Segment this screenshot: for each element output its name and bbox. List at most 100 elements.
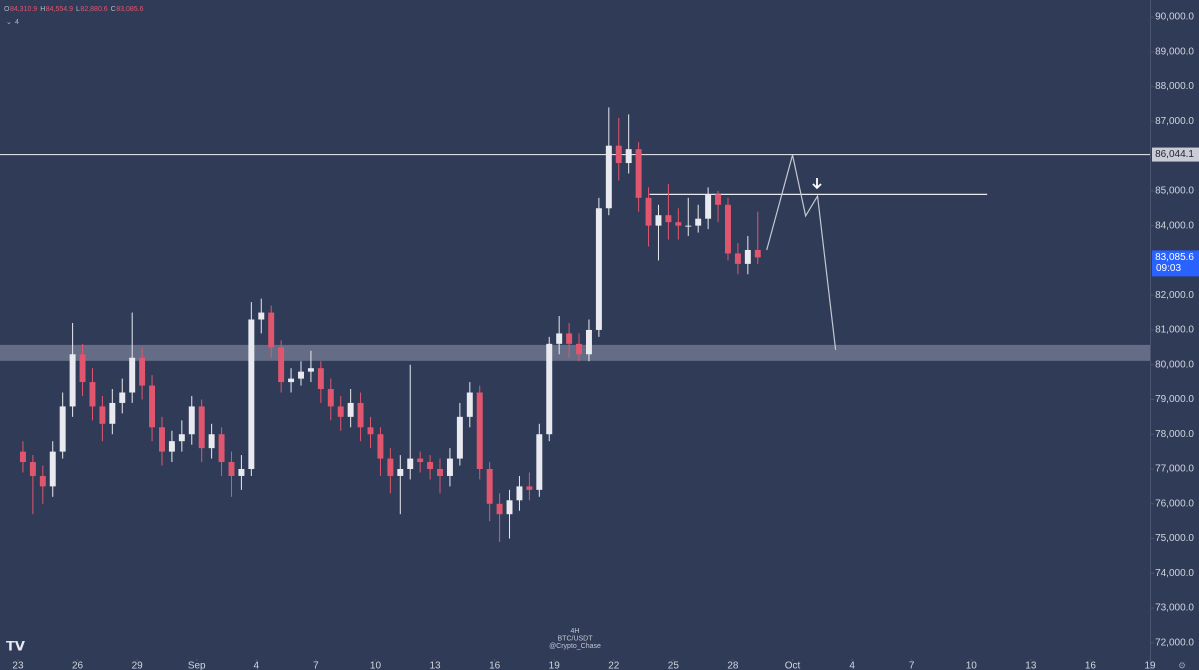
candle-body: [99, 406, 106, 424]
candle-body: [526, 486, 533, 490]
candle-body: [357, 402, 364, 428]
candle-body: [49, 451, 56, 487]
x-tick-label: 16: [1085, 661, 1097, 670]
candle-body: [725, 204, 731, 254]
candle-body: [675, 222, 682, 226]
ohlc-key: O: [4, 6, 10, 13]
logo: 𝗧𝗩: [6, 638, 25, 653]
y-tick-label: 77,000.0: [1155, 464, 1194, 475]
watermark-text: 4H: [571, 628, 580, 635]
x-tick-label: 26: [72, 661, 84, 670]
settings-icon[interactable]: ⚙: [1178, 660, 1186, 670]
indicator-toggle[interactable]: ⌄: [6, 19, 12, 26]
candle-body: [605, 145, 612, 209]
candle-body: [178, 434, 185, 442]
candle-body: [377, 434, 384, 459]
y-tick-label: 73,000.0: [1155, 603, 1194, 614]
ohlc-value: 83,085.6: [116, 6, 143, 13]
level-price-box: [1152, 147, 1199, 162]
ohlc-value: 84,310.9: [10, 6, 37, 13]
x-tick-label: Oct: [785, 661, 801, 670]
x-tick-label: 16: [489, 661, 501, 670]
x-tick-label: 22: [608, 661, 620, 670]
candle-body: [337, 406, 344, 417]
y-tick-label: 85,000.0: [1155, 186, 1194, 197]
y-tick-label: 82,000.0: [1155, 290, 1194, 301]
candle-body: [635, 149, 642, 198]
candle-body: [595, 208, 602, 330]
x-tick-label: 4: [849, 661, 855, 670]
candle-body: [59, 406, 66, 452]
candle-body: [149, 385, 156, 428]
y-tick-label: 87,000.0: [1155, 116, 1194, 127]
candle-body: [29, 462, 36, 476]
candle-body: [317, 368, 324, 390]
candle-body: [645, 197, 652, 226]
candle-body: [258, 312, 265, 320]
candle-body: [79, 354, 86, 383]
y-tick-label: 76,000.0: [1155, 498, 1194, 509]
candle-body: [268, 312, 275, 348]
x-tick-label: 13: [429, 661, 441, 670]
watermark-text: @Crypto_Chase: [549, 643, 601, 650]
candle-body: [407, 458, 414, 469]
y-tick-label: 80,000.0: [1155, 359, 1194, 370]
candle-body: [427, 462, 434, 469]
candle-body: [288, 378, 295, 383]
candle-body: [397, 468, 404, 476]
x-tick-label: 4: [254, 661, 260, 670]
x-tick-label: 7: [909, 661, 915, 670]
last-price-box: [1152, 250, 1199, 277]
candle-body: [158, 427, 165, 452]
candle-body: [625, 149, 632, 164]
candle-body: [278, 347, 285, 383]
candle-body: [89, 382, 96, 407]
candle-body: [566, 333, 573, 344]
y-tick-label: 84,000.0: [1155, 220, 1194, 231]
candle-body: [387, 458, 394, 476]
candle-body: [109, 402, 116, 424]
ohlc-key: C: [111, 6, 116, 13]
y-tick-label: 78,000.0: [1155, 429, 1194, 440]
x-tick-label: 10: [370, 661, 382, 670]
candle-body: [39, 475, 46, 487]
candle-body: [139, 357, 146, 386]
y-tick-label: 75,000.0: [1155, 533, 1194, 544]
x-tick-label: 25: [668, 661, 680, 670]
candle-body: [715, 194, 722, 205]
candle-body: [238, 468, 245, 476]
candle-body: [466, 392, 473, 417]
candle-body: [248, 319, 255, 469]
x-tick-label: 23: [12, 661, 24, 670]
candle-body: [486, 468, 493, 504]
candle-body: [168, 441, 175, 452]
x-tick-label: 7: [313, 661, 319, 670]
candle-body: [327, 389, 334, 407]
candle-body: [208, 434, 215, 449]
ohlc-key: L: [76, 6, 80, 13]
last-price-label: 83,085.6: [1155, 252, 1194, 263]
candle-body: [19, 451, 26, 463]
candle-body: [218, 434, 225, 463]
candle-body: [655, 215, 662, 226]
candle-body: [307, 368, 314, 372]
candle-body: [188, 406, 195, 435]
candle-body: [298, 371, 304, 379]
candle-body: [705, 194, 712, 219]
candle-body: [417, 458, 424, 463]
candle-body: [456, 416, 463, 459]
y-tick-label: 79,000.0: [1155, 394, 1194, 405]
ohlc-value: 84,554.9: [46, 6, 73, 13]
x-tick-label: 29: [132, 661, 144, 670]
candle-body: [744, 249, 751, 264]
candle-body: [585, 329, 592, 355]
candle-body: [685, 225, 692, 227]
candle-body: [556, 333, 563, 344]
candle-body: [516, 486, 523, 501]
candle-body: [119, 392, 126, 403]
level-price-label: 86,044.1: [1155, 149, 1194, 160]
candle-body: [198, 406, 205, 449]
y-tick-label: 72,000.0: [1155, 637, 1194, 648]
